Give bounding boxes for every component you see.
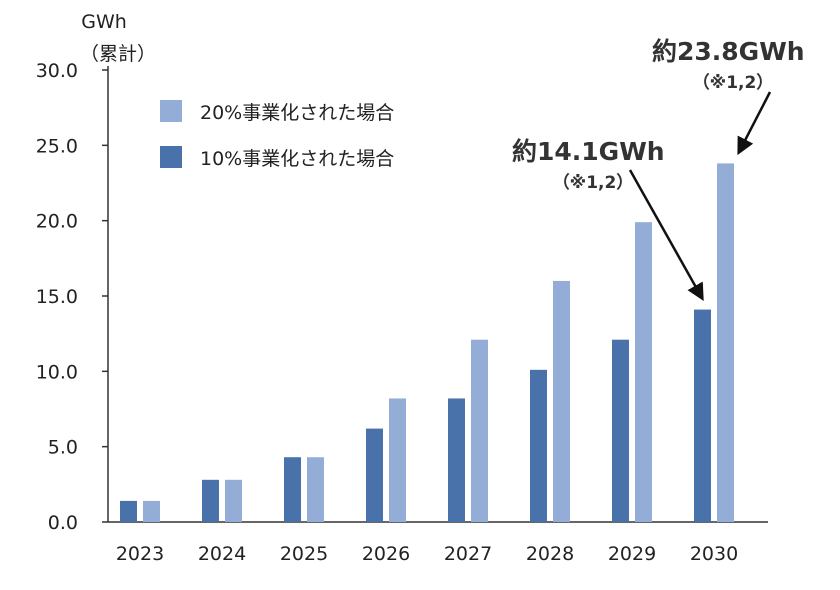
bar-twenty-percent-2025 (307, 457, 324, 522)
bar-twenty-percent-2027 (471, 339, 488, 522)
bar-ten-percent-2026 (366, 428, 383, 522)
annotation-note: （※1,2） (553, 172, 634, 193)
bar-ten-percent-2024 (202, 479, 219, 522)
bar-twenty-percent-2029 (635, 222, 652, 522)
bar-twenty-percent-2030 (717, 163, 734, 522)
annotations: 約14.1GWh （※1,2） 約23.8GWh （※1,2） (512, 37, 805, 302)
x-tick-label: 2028 (526, 543, 574, 565)
axes: GWh （累計） 0.0 5.0 10.0 15.0 20.0 25.0 30.0 2023 202… (36, 11, 768, 565)
bar-ten-percent-2030 (694, 309, 711, 522)
annotation-note: （※1,2） (693, 72, 774, 93)
x-tick-label: 2026 (362, 543, 410, 565)
y-tick-label: 20.0 (36, 211, 78, 233)
bars (120, 163, 734, 522)
y-tick-label: 5.0 (48, 437, 78, 459)
x-tick-label: 2024 (198, 543, 246, 565)
y-tick-label: 15.0 (36, 286, 78, 308)
y-tick-label: 25.0 (36, 135, 78, 157)
legend-label: 10%事業化された場合 (200, 148, 394, 170)
annotation-arrow (737, 91, 772, 156)
bar-ten-percent-2023 (120, 500, 137, 522)
x-tick-label: 2030 (690, 543, 738, 565)
x-tick-label: 2029 (608, 543, 656, 565)
legend: 20%事業化された場合 10%事業化された場合 (160, 100, 394, 170)
annotation-value: 約23.8GWh (652, 37, 805, 66)
bar-twenty-percent-2024 (225, 479, 242, 522)
annotation-value: 約14.1GWh (512, 137, 665, 166)
y-unit-sub-label: （累計） (80, 43, 156, 65)
y-tick-label: 10.0 (36, 361, 78, 383)
bar-ten-percent-2027 (448, 398, 465, 522)
y-unit-label: GWh (81, 11, 127, 33)
bar-ten-percent-2029 (612, 339, 629, 522)
annotation-arrow (628, 169, 704, 302)
bar-twenty-percent-2026 (389, 398, 406, 522)
bar-ten-percent-2028 (530, 369, 547, 522)
legend-swatch (160, 146, 182, 168)
bar-ten-percent-2025 (284, 457, 301, 522)
bar-twenty-percent-2028 (553, 280, 570, 522)
x-tick-label: 2025 (280, 543, 328, 565)
x-tick-label: 2027 (444, 543, 492, 565)
y-tick-label: 30.0 (36, 60, 78, 82)
y-tick-label: 0.0 (48, 512, 78, 534)
bar-twenty-percent-2023 (143, 500, 160, 522)
legend-label: 20%事業化された場合 (200, 102, 394, 124)
legend-swatch (160, 100, 182, 122)
x-tick-label: 2023 (116, 543, 164, 565)
